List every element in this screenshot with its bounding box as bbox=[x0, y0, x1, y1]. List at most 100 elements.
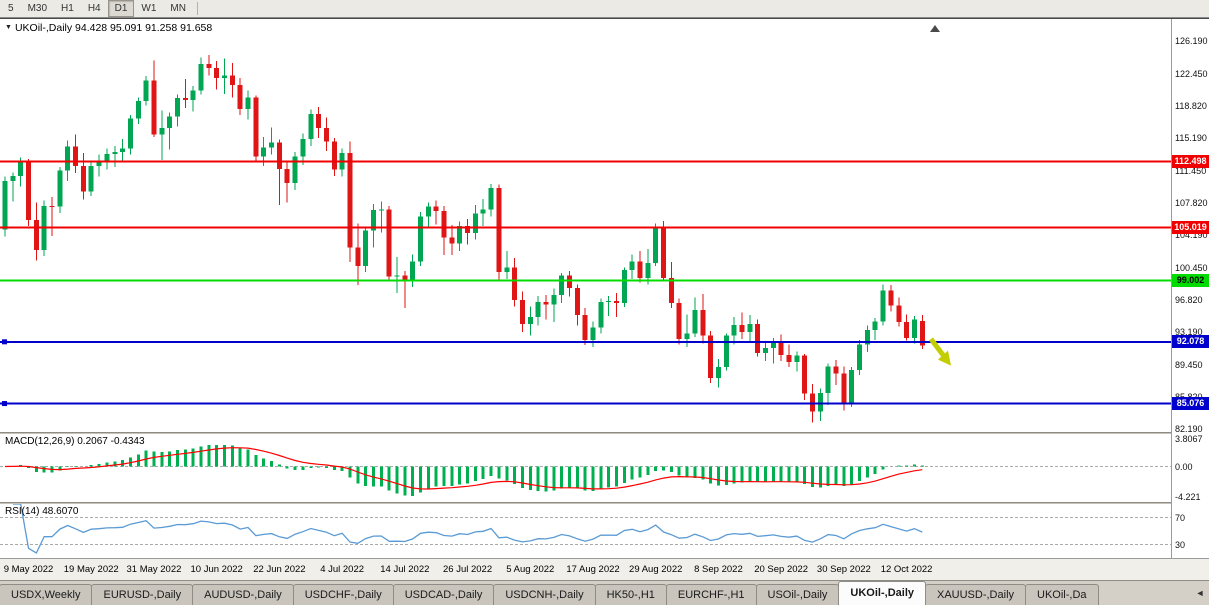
tab-hk50-h1[interactable]: HK50-,H1 bbox=[594, 584, 667, 605]
candle-body bbox=[527, 316, 533, 324]
hline-handle[interactable] bbox=[2, 339, 7, 345]
macd-tick: 3.8067 bbox=[1175, 434, 1203, 444]
candle-body bbox=[347, 152, 353, 248]
candle-body bbox=[26, 162, 32, 220]
candle-body bbox=[849, 369, 855, 404]
candle-body bbox=[355, 247, 361, 266]
time-axis[interactable]: 9 May 2022 19 May 2022 31 May 2022 10 Jun 2… bbox=[0, 558, 1209, 581]
timeframe-button-m30[interactable]: M30 bbox=[27, 3, 48, 14]
candle-body bbox=[864, 330, 870, 345]
macd-signal-line bbox=[4, 447, 923, 490]
tab-eurusd-daily[interactable]: EURUSD-,Daily bbox=[91, 584, 194, 605]
date-label: 22 Jun 2022 bbox=[253, 564, 306, 575]
price-tag-92.078: 92.078 bbox=[1172, 335, 1209, 349]
tab-ukoil-daily[interactable]: UKOil-,Daily bbox=[838, 581, 926, 605]
candle-body bbox=[167, 116, 173, 129]
candle-body bbox=[535, 301, 541, 317]
tab-ukoil-da[interactable]: UKOil-,Da bbox=[1025, 584, 1099, 605]
candle-body bbox=[284, 168, 290, 183]
tab-usdcnh-daily[interactable]: USDCNH-,Daily bbox=[493, 584, 596, 605]
rsi-line bbox=[12, 504, 923, 554]
hline-handle[interactable] bbox=[2, 401, 7, 407]
tab-usoil-daily[interactable]: USOil-,Daily bbox=[755, 584, 840, 605]
candle-body bbox=[214, 68, 220, 78]
candle-body bbox=[190, 90, 196, 100]
date-label: 10 Jun 2022 bbox=[190, 564, 243, 575]
candle-body bbox=[629, 261, 635, 271]
chart-tabs-bar: USDX,Weekly EURUSD-,Daily AUDUSD-,Daily USD… bbox=[0, 580, 1209, 605]
candle-body bbox=[770, 342, 776, 348]
candle-body bbox=[331, 141, 337, 170]
rsi-label: RSI(14) 48.6070 bbox=[5, 506, 79, 517]
candle-body bbox=[300, 138, 306, 157]
candle-body bbox=[198, 63, 204, 91]
candle-body bbox=[543, 301, 549, 305]
timeframe-button-h4[interactable]: H4 bbox=[87, 3, 101, 14]
date-label: 12 Oct 2022 bbox=[880, 564, 933, 575]
candle-body bbox=[57, 170, 63, 207]
candle-body bbox=[159, 128, 165, 135]
date-label: 31 May 2022 bbox=[126, 564, 182, 575]
date-label: 9 May 2022 bbox=[3, 564, 54, 575]
price-tick: 85.820 bbox=[1175, 392, 1203, 402]
candle-body bbox=[661, 226, 667, 279]
candle-body bbox=[755, 323, 761, 354]
candle-body bbox=[684, 333, 690, 339]
candle-body bbox=[551, 294, 557, 305]
candle-body bbox=[676, 302, 682, 339]
price-tick: 118.820 bbox=[1175, 100, 1207, 111]
toolbar-separator bbox=[196, 2, 198, 15]
candle-body bbox=[135, 100, 141, 119]
candle-body bbox=[237, 85, 243, 109]
candle-body bbox=[723, 335, 729, 368]
timeframe-button-d1[interactable]: D1 bbox=[107, 0, 135, 17]
macd-label: MACD(12,26,9) 0.2067 -0.4343 bbox=[5, 436, 145, 447]
date-label: 4 Jul 2022 bbox=[320, 564, 365, 575]
candle-body bbox=[425, 206, 431, 217]
date-label: 29 Aug 2022 bbox=[629, 564, 683, 575]
date-label: 19 May 2022 bbox=[63, 564, 119, 575]
chart-collapse-triangle-icon: ▼ bbox=[5, 24, 12, 31]
sell-arrow-head-icon[interactable] bbox=[938, 350, 951, 366]
date-label: 26 Jul 2022 bbox=[442, 564, 493, 575]
candle-body bbox=[402, 275, 408, 280]
timeframe-button-mn[interactable]: MN bbox=[170, 3, 186, 14]
tab-scroll-left-button[interactable]: ◄ bbox=[1195, 588, 1205, 598]
candle-body bbox=[606, 301, 612, 303]
sell-arrow-shaft[interactable] bbox=[928, 337, 948, 360]
timeframe-button-w1[interactable]: W1 bbox=[141, 3, 157, 14]
candle-body bbox=[621, 270, 627, 303]
candle-body bbox=[120, 148, 126, 153]
tab-audusd-daily[interactable]: AUDUSD-,Daily bbox=[192, 584, 294, 605]
candle-body bbox=[833, 366, 839, 374]
candle-body bbox=[410, 261, 416, 280]
candle-body bbox=[33, 219, 39, 250]
chart-shift-marker-icon[interactable] bbox=[930, 25, 940, 32]
candle-body bbox=[276, 142, 282, 169]
date-label: 30 Sep 2022 bbox=[816, 564, 871, 575]
tab-usdchf-daily[interactable]: USDCHF-,Daily bbox=[292, 584, 394, 605]
tab-eurchf-h1[interactable]: EURCHF-,H1 bbox=[665, 584, 757, 605]
tab-xauusd-daily[interactable]: XAUUSD-,Daily bbox=[925, 584, 1027, 605]
candle-body bbox=[559, 275, 565, 295]
date-label: 20 Sep 2022 bbox=[754, 564, 809, 575]
candle-body bbox=[308, 114, 314, 139]
candle-body bbox=[316, 114, 322, 129]
candle-body bbox=[762, 347, 768, 354]
candle-body bbox=[49, 205, 55, 207]
price-chart-svg bbox=[0, 25, 1171, 423]
candle-body bbox=[88, 166, 94, 192]
rsi-splitter[interactable] bbox=[0, 502, 1209, 504]
candle-body bbox=[739, 324, 745, 332]
price-scale[interactable]: 126.190 122.450 118.820 115.190 111.450 107.8… bbox=[1171, 19, 1209, 558]
timeframe-button-5[interactable]: 5 bbox=[8, 3, 14, 14]
candle-body bbox=[614, 301, 620, 303]
price-tick: 100.450 bbox=[1175, 262, 1208, 273]
macd-splitter[interactable] bbox=[0, 432, 1209, 434]
timeframe-button-h1[interactable]: H1 bbox=[61, 3, 74, 14]
tab-usdx-weekly[interactable]: USDX,Weekly bbox=[0, 584, 93, 605]
macd-svg bbox=[0, 444, 1171, 496]
candle-body bbox=[363, 230, 369, 266]
tab-usdcad-daily[interactable]: USDCAD-,Daily bbox=[392, 584, 495, 605]
